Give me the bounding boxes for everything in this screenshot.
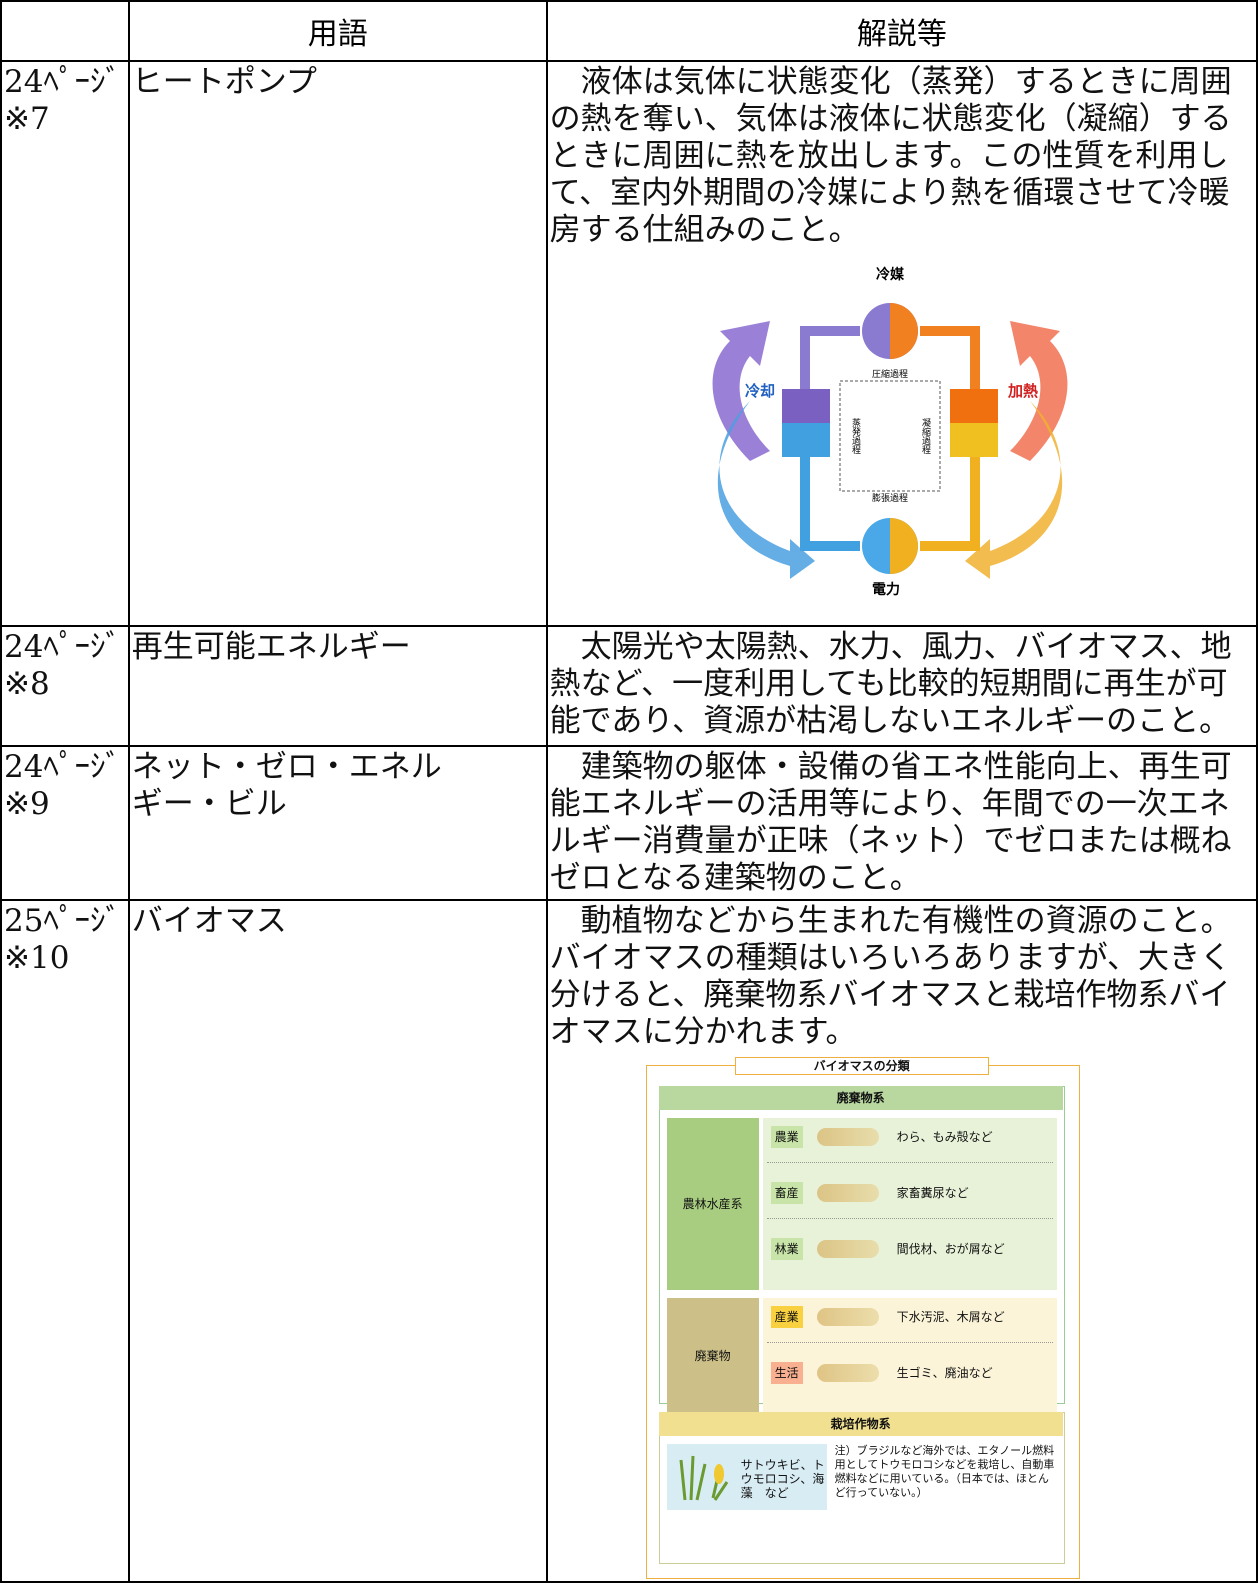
- item-icon: [816, 1308, 879, 1326]
- item-example: 生ゴミ、廃油など: [896, 1366, 993, 1380]
- page-cell: 24ﾍﾟｰｼﾞ ※9: [0, 745, 130, 901]
- pipe: [799, 431, 860, 551]
- item-label: 畜産: [770, 1182, 803, 1204]
- item-icon: [816, 1364, 879, 1382]
- term: 再生可能エネルギー: [127, 625, 548, 747]
- note-ref: ※10: [4, 940, 70, 976]
- description: 液体は気体に状態変化（蒸発）するときに周囲の熱を奪い、気体は液体に状態変化（凝縮…: [549, 64, 1232, 248]
- item-example: 下水汚泥、木屑など: [896, 1310, 1005, 1324]
- page-ref: 24ﾍﾟｰｼﾞ: [4, 64, 121, 100]
- desc-cell: 太陽光や太陽熱、水力、風力、バイオマス、地熱など、一度利用しても比較的短期間に再…: [545, 625, 1258, 747]
- page-ref: 24ﾍﾟｰｼﾞ: [4, 749, 121, 785]
- term: ネット・ゼロ・エネルギー・ビル: [127, 745, 548, 901]
- page-cell: 25ﾍﾟｰｼﾞ ※10: [0, 899, 130, 1583]
- page-ref: 25ﾍﾟｰｼﾞ: [4, 903, 121, 939]
- item-icon: [816, 1240, 879, 1258]
- header-desc: 解説等: [545, 0, 1258, 62]
- item-label: 産業: [770, 1306, 803, 1328]
- cycle: [839, 380, 941, 492]
- section-header: 栽培作物系: [658, 1412, 1063, 1436]
- description: 建築物の躯体・設備の省エネ性能向上、再生可能エネルギーの活用等により、年間での一…: [549, 749, 1232, 896]
- section-header: 廃棄物系: [658, 1086, 1063, 1110]
- item-example: 家畜糞尿など: [896, 1186, 969, 1200]
- term: バイオマス: [127, 899, 548, 1583]
- label: 圧縮過程: [872, 368, 908, 380]
- group-area: 農林水産系 農業 わら、もみ殻など畜産 家畜糞尿など林業 間伐材、おが屑など廃棄物 産業 下…: [666, 1118, 1057, 1414]
- heat-pump-diagram: 冷媒 圧縮過程 膨張過程 蒸発過程 凝縮過程 冷却 加熱 電力: [712, 266, 1068, 598]
- arrow: [964, 401, 1062, 579]
- label: 冷媒: [876, 266, 905, 283]
- crop-icon: [679, 1455, 728, 1501]
- valve-half: [889, 518, 918, 574]
- term: ヒートポンプ: [127, 60, 548, 627]
- note: 注）ブラジルなど海外では、エタノール燃料用としてトウモロコシなどを栽培し、自動車…: [834, 1444, 1055, 1499]
- label: 凝縮過程: [920, 418, 931, 455]
- label: 電力: [872, 581, 900, 598]
- item-icon: [816, 1128, 879, 1146]
- note-ref: ※8: [4, 666, 50, 702]
- compressor-half: [889, 303, 918, 359]
- label: 冷却: [745, 382, 775, 400]
- exchanger: [781, 423, 830, 457]
- arrow: [1009, 321, 1068, 461]
- divider: [766, 1162, 1053, 1163]
- group-box: 廃棄物: [666, 1298, 759, 1414]
- desc-cell: 液体は気体に状態変化（蒸発）するときに周囲の熱を奪い、気体は液体に状態変化（凝縮…: [545, 60, 1258, 627]
- biomass-figure: バイオマスの分類 廃棄物系 農林水産系 農業 わら、もみ殻など畜産 家畜糞尿など林業 間…: [645, 1057, 1080, 1579]
- group-rows: [762, 1298, 1057, 1414]
- note-ref: ※7: [4, 101, 50, 137]
- figure-title: バイオマスの分類: [734, 1057, 989, 1075]
- pipe: [919, 431, 980, 551]
- group-box: 農林水産系: [666, 1118, 759, 1290]
- label: 加熱: [1007, 382, 1038, 400]
- arrow: [712, 321, 770, 461]
- item-example: わら、もみ殻など: [896, 1130, 993, 1144]
- desc-cell: 建築物の躯体・設備の省エネ性能向上、再生可能エネルギーの活用等により、年間での一…: [545, 745, 1258, 901]
- arrow: [717, 401, 815, 579]
- page-cell: 24ﾍﾟｰｼﾞ ※7: [0, 60, 130, 627]
- header-blank: [0, 0, 130, 62]
- header-term: 用語: [127, 0, 548, 62]
- item-label: 林業: [770, 1238, 803, 1260]
- page-ref: 24ﾍﾟｰｼﾞ: [4, 629, 121, 665]
- exchanger: [949, 423, 998, 457]
- item-icon: [816, 1184, 879, 1202]
- page-cell: 24ﾍﾟｰｼﾞ ※8: [0, 625, 130, 747]
- divider: [766, 1218, 1053, 1219]
- note-ref: ※9: [4, 786, 50, 822]
- crops: サトウキビ、トウモロコシ、海藻 など: [740, 1458, 825, 1500]
- divider: [766, 1342, 1053, 1343]
- label: 膨張過程: [872, 492, 908, 504]
- group-rows: [762, 1118, 1057, 1290]
- description: 動植物などから生まれた有機性の資源のこと。バイオマスの種類はいろいろありますが、…: [549, 903, 1232, 1050]
- exchanger: [781, 389, 830, 423]
- item-example: 間伐材、おが屑など: [896, 1242, 1005, 1256]
- description: 太陽光や太陽熱、水力、風力、バイオマス、地熱など、一度利用しても比較的短期間に再…: [549, 629, 1232, 739]
- desc-cell: 動植物などから生まれた有機性の資源のこと。バイオマスの種類はいろいろありますが、…: [545, 899, 1258, 1583]
- item-label: 生活: [770, 1362, 803, 1384]
- item-label: 農業: [770, 1126, 803, 1148]
- exchanger: [949, 389, 998, 423]
- label: 蒸発過程: [850, 417, 861, 455]
